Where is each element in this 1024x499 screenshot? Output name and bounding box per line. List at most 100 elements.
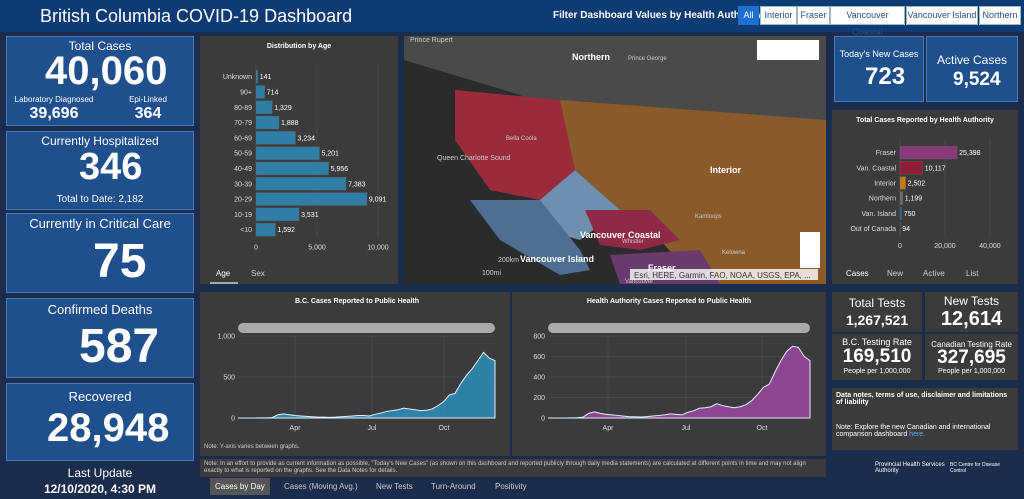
filter-button[interactable]: Vancouver Coastal (830, 6, 905, 37)
tab[interactable]: New (887, 269, 903, 278)
category-label: 50-59 (234, 151, 252, 158)
label: People per 1,000,000 (938, 368, 1005, 375)
link[interactable]: here. (909, 431, 926, 438)
tab[interactable]: List (966, 269, 979, 278)
tab[interactable]: Sex (251, 269, 265, 278)
panel (832, 110, 1018, 284)
category-label: Out of Canada (850, 226, 896, 233)
chart-note: Note: Y-axis varies between graphs. (204, 444, 300, 450)
value-label: 3,531 (301, 212, 319, 219)
label: Total to Date: 2,182 (56, 194, 144, 205)
attribution-bg (630, 269, 818, 280)
label: B.C. Testing Rate (842, 337, 912, 347)
value: 75 (93, 235, 147, 288)
value-label: 5,956 (331, 166, 349, 173)
filter-button[interactable]: Fraser (797, 6, 830, 25)
label: Laboratory Diagnosed (14, 95, 94, 104)
attribution: Esri, HERE, Garmin, FAO, NOAA, USGS, EPA… (634, 271, 811, 280)
label: Total Tests (848, 296, 906, 310)
map-label: Kelowna (722, 250, 746, 256)
filter-label: Filter Dashboard Values by Health Author… (553, 10, 765, 21)
slider[interactable] (238, 323, 495, 333)
bar (255, 85, 265, 99)
category-label: <10 (240, 227, 252, 234)
bar (899, 161, 923, 175)
logo: BC Centre for Disease Control (950, 462, 1001, 474)
category-label: Unknown (223, 74, 252, 81)
value-label: 2,502 (908, 181, 926, 188)
value: 346 (79, 146, 143, 188)
map-tools[interactable] (757, 40, 819, 60)
label: Canadian Testing Rate (931, 340, 1012, 349)
bar (899, 146, 958, 160)
value: 723 (865, 63, 906, 90)
title: British Columbia COVID-19 Dashboard (40, 6, 353, 26)
bar (255, 100, 273, 114)
x-tick-label: Apr (603, 425, 615, 432)
header: British Columbia COVID-19 Dashboard Filt… (0, 0, 1024, 37)
filter-button[interactable]: All (738, 6, 759, 25)
bar (255, 192, 368, 206)
y-tick-label: 0 (541, 416, 545, 423)
category-label: 30-39 (234, 181, 252, 188)
x-tick-label: 0 (898, 243, 902, 250)
bar (255, 161, 329, 176)
tab-active[interactable] (210, 478, 270, 495)
value-label: 7,383 (348, 181, 366, 188)
tab[interactable]: Age (216, 269, 231, 278)
map-label: Vancouver (625, 279, 653, 285)
y-tick-label: 1,000 (217, 334, 235, 341)
tab[interactable]: New Tests (376, 482, 413, 491)
value-label: 714 (267, 89, 279, 96)
label: Total Cases (68, 39, 132, 53)
filter-button[interactable]: Northern (979, 6, 1021, 25)
value: 587 (79, 320, 160, 373)
x-tick-label: 5,000 (308, 244, 326, 251)
label: People per 1,000,000 (843, 368, 911, 375)
y-tick-label: 500 (223, 375, 235, 382)
area (238, 351, 496, 419)
map-label: Whistler (622, 239, 644, 245)
map-label: Prince Rupert (410, 37, 453, 44)
panel (200, 459, 826, 477)
value-label: 9,091 (369, 197, 387, 204)
tab[interactable]: Cases by Day (215, 482, 265, 491)
slider[interactable] (548, 323, 810, 333)
map-label: Vancouver Island (520, 254, 594, 264)
bar (255, 115, 280, 130)
tab[interactable]: Active (923, 269, 945, 278)
active-cases-card: Active Cases 9,524 (926, 36, 1018, 102)
tab[interactable]: Turn-Around (431, 482, 476, 491)
category-label: 90+ (240, 89, 252, 96)
label: Currently in Critical Care (29, 216, 171, 231)
region-vancouver (585, 210, 680, 250)
map-label: Fraser (648, 263, 676, 273)
area (548, 345, 811, 419)
map-label: Interior (710, 165, 742, 175)
footer-note: Note: In an effort to provide as current… (204, 461, 806, 474)
map-label: Vancouver Coastal (580, 230, 661, 240)
category-label: Fraser (876, 150, 897, 157)
filter-button[interactable]: Vancouver Island (906, 6, 978, 25)
total-cases-card: Total Cases 40,060 Laboratory Diagnosed … (6, 36, 194, 126)
value-label: 141 (260, 74, 272, 81)
zoom-control[interactable] (800, 232, 820, 268)
category-label: 60-69 (234, 135, 252, 142)
tab[interactable]: Cases (846, 269, 869, 278)
label: Recovered (68, 389, 132, 404)
panel (925, 334, 1018, 380)
panel (925, 292, 1018, 332)
last-update: 12/10/2020, 4:30 PM (43, 482, 157, 496)
tab[interactable]: Positivity (495, 482, 527, 491)
map-label: Bella Coola (506, 136, 537, 142)
tab[interactable]: Cases (Moving Avg.) (284, 482, 358, 491)
value-label: 10,117 (925, 165, 946, 172)
filter-button[interactable]: Interior (760, 6, 797, 25)
x-tick-label: Jul (682, 425, 691, 432)
map-label: Queen Charlotte Sound (437, 155, 511, 162)
x-tick-label: 10,000 (367, 244, 389, 251)
category-label: Northern (869, 196, 896, 203)
notes-title[interactable]: Data notes, terms of use, disclaimer and… (836, 392, 1008, 406)
bar (899, 176, 906, 190)
